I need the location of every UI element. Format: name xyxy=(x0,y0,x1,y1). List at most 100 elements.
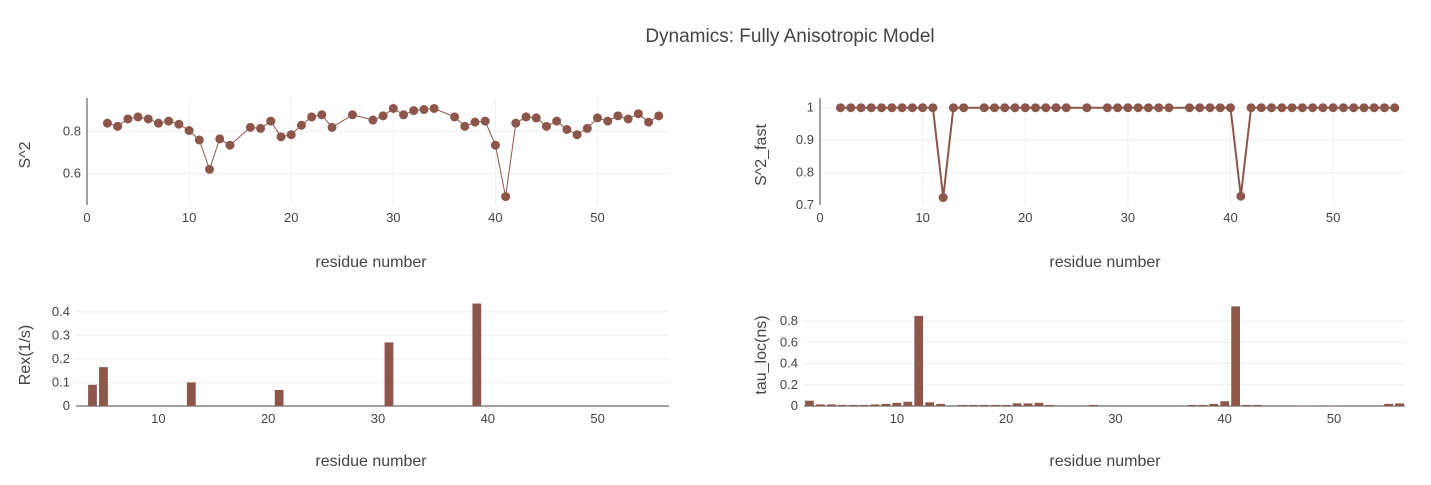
data-point xyxy=(562,124,572,134)
bar xyxy=(805,400,814,406)
subplot-s2: S^2 residue number 0.6 0.8 0 10 20 30 40 50 xyxy=(17,98,669,271)
y-axis-label-tauloc: tau_loc(ns) xyxy=(753,315,770,394)
data-point xyxy=(1143,103,1153,113)
data-point xyxy=(429,103,439,113)
x-tick-label: 10 xyxy=(151,411,165,426)
y-tick-label: 0.6 xyxy=(780,334,798,349)
x-tick-label: 40 xyxy=(488,210,502,225)
y-tick-label: 0.6 xyxy=(63,166,81,181)
x-tick-label: 20 xyxy=(999,411,1013,426)
data-point xyxy=(225,140,235,150)
bar xyxy=(1220,401,1230,406)
data-point xyxy=(1041,103,1051,113)
data-point xyxy=(1215,103,1225,113)
x-axis-label-tauloc: residue number xyxy=(1049,453,1161,470)
data-point xyxy=(1164,103,1174,113)
data-point xyxy=(123,114,133,124)
bar xyxy=(826,404,836,406)
data-point xyxy=(133,112,143,122)
data-point xyxy=(633,109,643,119)
x-axis-label-rex: residue number xyxy=(315,453,427,470)
y-tick-label: 0.1 xyxy=(52,374,70,389)
data-point xyxy=(1287,103,1297,113)
bar xyxy=(1187,404,1197,406)
y-tick-label: 0.3 xyxy=(52,327,70,342)
y-tick-label: 0.8 xyxy=(796,165,814,180)
data-point xyxy=(399,110,409,120)
y-axis-label-rex: Rex(1/s) xyxy=(17,325,34,385)
data-point xyxy=(531,113,541,123)
bar xyxy=(99,367,108,406)
y-tick-label: 0 xyxy=(791,398,798,413)
data-point xyxy=(1133,103,1143,113)
data-point xyxy=(327,122,337,132)
data-point xyxy=(256,123,266,133)
data-point xyxy=(470,117,480,127)
data-point xyxy=(644,117,654,127)
data-point xyxy=(623,114,633,124)
data-point xyxy=(552,116,562,126)
data-point xyxy=(1031,103,1041,113)
data-point xyxy=(368,115,378,125)
y-tick-label: 0.7 xyxy=(796,197,814,212)
data-point xyxy=(1226,103,1236,113)
data-point xyxy=(1102,103,1112,113)
x-tick-label: 50 xyxy=(590,210,604,225)
data-point xyxy=(1184,103,1194,113)
bar xyxy=(979,404,989,406)
bar xyxy=(936,403,945,406)
x-tick-label: 40 xyxy=(1223,210,1237,225)
data-point xyxy=(286,130,296,140)
data-point xyxy=(1246,103,1256,113)
data-point xyxy=(1082,103,1092,113)
data-point xyxy=(307,112,317,122)
data-point xyxy=(1000,103,1010,113)
data-point xyxy=(1123,103,1133,113)
data-point xyxy=(194,135,204,145)
x-tick-label: 30 xyxy=(386,210,400,225)
y-tick-label: 0.8 xyxy=(63,124,81,139)
y-axis-label-s2fast: S^2_fast xyxy=(753,124,770,186)
bar xyxy=(903,401,913,406)
bar xyxy=(88,384,97,406)
data-point xyxy=(317,110,327,120)
data-point xyxy=(654,111,664,121)
data-point xyxy=(501,192,511,202)
x-tick-label: 30 xyxy=(1108,411,1122,426)
data-point xyxy=(582,123,592,133)
x-tick-label: 20 xyxy=(284,210,298,225)
bar xyxy=(969,404,978,406)
data-point xyxy=(1349,103,1359,113)
data-point xyxy=(266,116,276,126)
data-point xyxy=(1195,103,1205,113)
bar xyxy=(1242,404,1251,406)
data-point xyxy=(856,103,866,113)
data-point xyxy=(572,130,582,140)
data-point xyxy=(1369,103,1379,113)
data-point xyxy=(215,134,225,144)
data-point xyxy=(541,121,551,131)
data-point xyxy=(979,103,989,113)
data-point xyxy=(1061,103,1071,113)
subplot-s2fast: S^2_fast residue number 0.70.80.910 10 20 3… xyxy=(753,98,1405,271)
y-axis-label-s2: S^2 xyxy=(17,141,34,168)
data-point xyxy=(1267,103,1277,113)
data-point xyxy=(174,119,184,129)
bar xyxy=(1001,404,1011,406)
data-point xyxy=(593,113,603,123)
bar xyxy=(1231,306,1240,406)
y-tick-label: 0.4 xyxy=(780,356,798,371)
x-tick-label: 40 xyxy=(481,411,495,426)
y-tick-label: 0.9 xyxy=(796,132,814,147)
data-point xyxy=(276,132,286,142)
chart-title: Dynamics: Fully Anisotropic Model xyxy=(645,26,934,47)
bar xyxy=(1023,403,1033,406)
data-point xyxy=(388,103,398,113)
x-tick-label: 40 xyxy=(1217,411,1231,426)
bar xyxy=(914,315,924,406)
data-point xyxy=(918,103,928,113)
data-point xyxy=(480,116,490,126)
data-point xyxy=(409,106,419,116)
subplot-tauloc: tau_loc(ns) residue number 0 0.2 0.4 0.6 0.8… xyxy=(753,306,1405,470)
